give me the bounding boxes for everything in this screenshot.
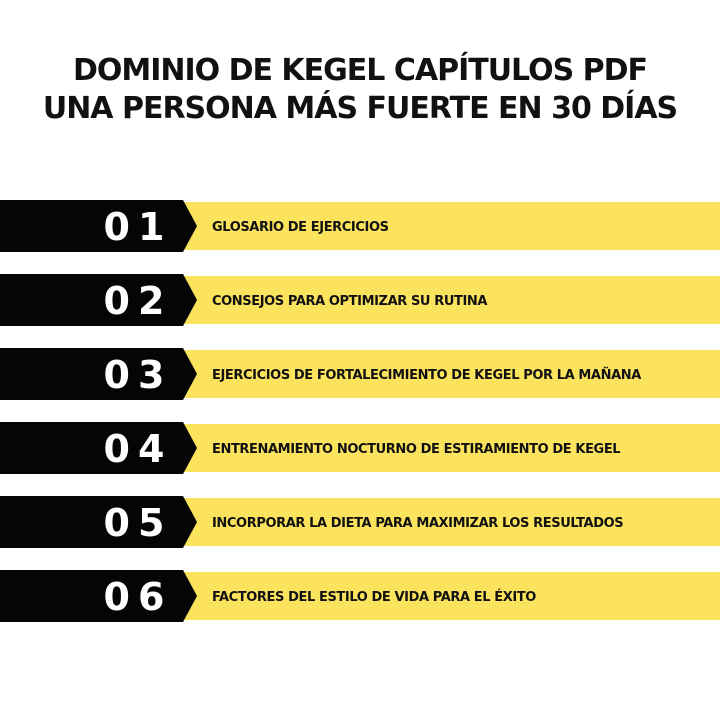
number-arrow [0, 274, 197, 326]
chapter-number: 03 [104, 353, 173, 397]
chapter-label: ENTRENAMIENTO NOCTURNO DE ESTIRAMIENTO D… [212, 442, 620, 457]
label-band [150, 424, 720, 472]
label-band [150, 202, 720, 250]
chapter-row: 05 INCORPORAR LA DIETA PARA MAXIMIZAR LOS… [0, 496, 720, 548]
chapter-row: 04 ENTRENAMIENTO NOCTURNO DE ESTIRAMIENTO… [0, 422, 720, 474]
label-band [150, 276, 720, 324]
number-arrow [0, 348, 197, 400]
chapter-label: GLOSARIO DE EJERCICIOS [212, 220, 389, 235]
chapter-label: CONSEJOS PARA OPTIMIZAR SU RUTINA [212, 294, 487, 309]
chapter-number: 05 [104, 501, 173, 545]
title-line: DOMINIO DE KEGEL CAPÍTULOS PDF [73, 52, 647, 88]
chapter-row: 03 EJERCICIOS DE FORTALECIMIENTO DE KEGEL… [0, 348, 720, 400]
number-arrow [0, 200, 197, 252]
chapter-label: EJERCICIOS DE FORTALECIMIENTO DE KEGEL P… [212, 367, 641, 383]
number-arrow [0, 496, 197, 548]
chapter-number: 02 [104, 279, 173, 323]
label-band [150, 350, 720, 398]
number-arrow [0, 422, 197, 474]
title-line: UNA PERSONA MÁS FUERTE EN 30 DÍAS [43, 90, 677, 126]
chapter-number: 01 [104, 205, 173, 249]
chapter-label: INCORPORAR LA DIETA PARA MAXIMIZAR LOS R… [212, 516, 623, 531]
label-band [150, 572, 720, 620]
chapter-row: 02 CONSEJOS PARA OPTIMIZAR SU RUTINA [0, 274, 720, 326]
chapter-row: 06 FACTORES DEL ESTILO DE VIDA PARA EL ÉX… [0, 570, 720, 622]
number-arrow [0, 570, 197, 622]
chapter-label: FACTORES DEL ESTILO DE VIDA PARA EL ÉXIT… [212, 589, 536, 605]
chapter-number: 06 [104, 575, 173, 619]
label-band [150, 498, 720, 546]
chapter-list: 01 GLOSARIO DE EJERCICIOS 02 CONSEJOS PARA … [0, 200, 720, 622]
chapter-number: 04 [104, 427, 173, 471]
chapter-row: 01 GLOSARIO DE EJERCICIOS [0, 200, 720, 252]
